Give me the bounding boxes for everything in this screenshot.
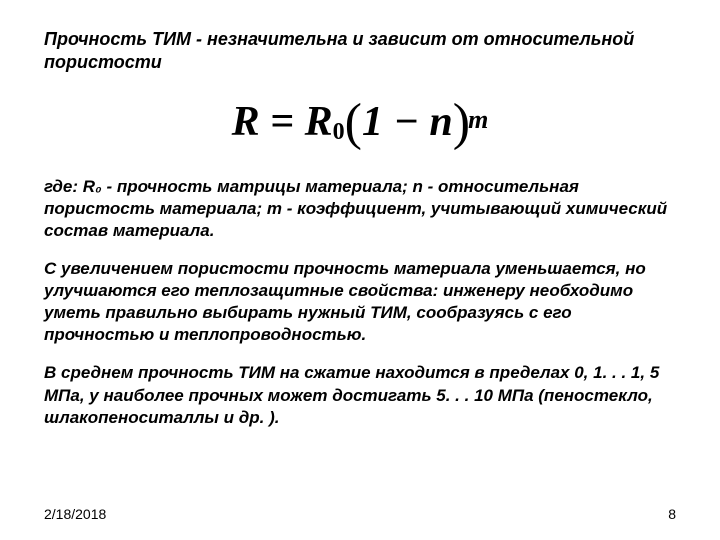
footer-page-number: 8 <box>668 506 676 522</box>
formula-eq: = <box>260 99 305 145</box>
formula-R0: R <box>305 99 333 145</box>
formula-R: R <box>232 99 260 145</box>
paragraph-definitions: где: R₀ - прочность матрицы материала; n… <box>44 176 676 242</box>
slide-footer: 2/18/2018 8 <box>44 506 676 522</box>
formula-n: n <box>429 99 452 145</box>
formula-m: m <box>468 105 488 134</box>
footer-date: 2/18/2018 <box>44 506 106 522</box>
slide-title: Прочность ТИМ - незначительна и зависит … <box>44 28 676 75</box>
paragraph-explanation: С увеличением пористости прочность матер… <box>44 258 676 346</box>
paragraph-values: В среднем прочность ТИМ на сжатие находи… <box>44 362 676 428</box>
formula-one: 1 <box>362 99 383 145</box>
slide-content: Прочность ТИМ - незначительна и зависит … <box>0 0 720 540</box>
formula-R0-sub: 0 <box>333 119 345 145</box>
formula-lparen: ( <box>345 94 362 151</box>
formula: R = R0(1 − n)m <box>44 93 676 152</box>
formula-minus: − <box>383 99 429 145</box>
